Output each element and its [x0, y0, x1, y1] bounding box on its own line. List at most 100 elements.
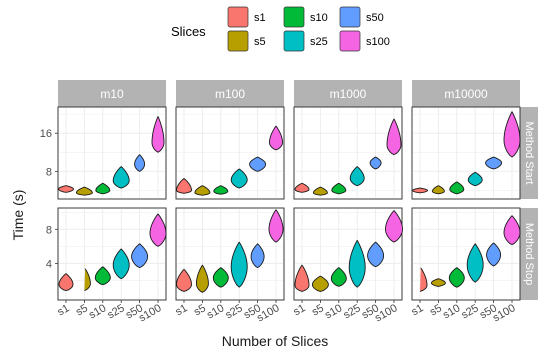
violin-s5: [84, 268, 91, 292]
violin-s1: [58, 185, 74, 193]
panel-border: [175, 207, 285, 301]
legend-key-s100: [339, 30, 361, 52]
legend-label-s25: s25: [310, 36, 328, 48]
violin-s50: [369, 156, 382, 170]
strip-label-m10: m10: [100, 87, 124, 101]
legend-label-s100: s100: [366, 36, 390, 48]
violin-s5: [312, 186, 328, 196]
panel-m100-0: [175, 106, 285, 200]
legend-key-s25: [283, 30, 305, 52]
panel-border: [57, 207, 167, 301]
x-axis-title: Number of Slices: [222, 333, 329, 349]
strip-method-stop: [520, 208, 538, 300]
y-tick-label: 16: [40, 128, 52, 140]
violin-s25: [230, 168, 248, 189]
y-axis-title: Time (s): [10, 190, 26, 241]
violin-s50: [485, 156, 503, 170]
legend-key-s50: [339, 6, 361, 28]
violin-s10: [330, 267, 347, 287]
violin-s1: [294, 182, 310, 193]
violin-s5: [75, 186, 93, 196]
violin-s10: [213, 185, 229, 195]
strip-method-start: [520, 107, 538, 199]
strip-label-m10000: m10000: [444, 87, 488, 101]
panel-background: [57, 207, 167, 301]
violin-s100: [503, 111, 521, 158]
violin-s50: [486, 242, 502, 267]
panel-m10000-0: [411, 106, 521, 200]
violin-s1: [176, 268, 192, 292]
panel-background: [175, 207, 285, 301]
violin-s1: [176, 178, 192, 194]
x-tick-label-s5: s5: [310, 302, 326, 318]
panel-background: [411, 106, 521, 200]
violin-s25: [112, 248, 130, 280]
panel-m10-1: 48: [46, 207, 167, 301]
violin-s50: [131, 243, 149, 269]
violin-s50: [249, 156, 267, 172]
violin-s100: [385, 210, 403, 243]
violin-s10: [94, 266, 111, 286]
x-tick-label-s5: s5: [192, 302, 208, 318]
violin-s25: [112, 166, 130, 189]
panel-border: [175, 106, 285, 200]
panel-background: [57, 106, 167, 200]
violin-s100: [149, 213, 167, 247]
legend-key-s1: [227, 6, 249, 28]
panel-border: [411, 106, 521, 200]
strip-m1000: [294, 80, 402, 107]
panel-border: [411, 207, 521, 301]
violin-s10: [212, 267, 229, 288]
panel-m1000-0: [293, 106, 403, 200]
violin-s50: [250, 243, 265, 269]
x-tick-label-s1: s1: [173, 302, 189, 318]
panel-border: [293, 106, 403, 200]
legend-key-s5: [227, 30, 249, 52]
violin-s5: [431, 185, 445, 195]
legend-label-s50: s50: [366, 12, 384, 24]
legend-label-s5: s5: [254, 36, 266, 48]
y-tick-label: 8: [46, 166, 52, 178]
strip-label-m100: m100: [215, 87, 245, 101]
panel-background: [293, 207, 403, 301]
violin-s5: [430, 278, 446, 287]
violin-s25: [467, 171, 483, 187]
strip-m10000: [412, 80, 520, 107]
y-tick-label: 4: [46, 258, 52, 270]
facet-strips: m10 m100 m1000 m10000 Method Start Method Sto…: [58, 80, 538, 300]
panel-background: [411, 207, 521, 301]
violin-s25: [466, 243, 484, 283]
violin-s25: [230, 241, 248, 288]
panel-m1000-1: [293, 207, 403, 301]
violin-s1: [412, 187, 428, 194]
violin-s5: [194, 185, 211, 196]
violin-s10: [449, 181, 465, 195]
violin-s1: [294, 264, 310, 292]
violin-s10: [95, 182, 111, 195]
violin-s1: [419, 267, 428, 292]
violin-s100: [151, 116, 165, 153]
x-tick-label-s1: s1: [291, 302, 307, 318]
legend-key-s10: [283, 6, 305, 28]
violin-s5: [195, 264, 209, 293]
violin-s100: [268, 209, 284, 243]
panel-background: [293, 106, 403, 200]
legend-title: Slices: [171, 24, 206, 39]
legend-label-s10: s10: [310, 12, 328, 24]
y-tick-label: 8: [46, 224, 52, 236]
panel-m10-0: 8 16: [40, 106, 167, 200]
violin-s1: [58, 273, 74, 292]
strip-label-m1000: m1000: [330, 87, 367, 101]
strip-label-method-start: Method Start: [523, 122, 535, 185]
x-tick-label-s1: s1: [55, 302, 71, 318]
panel-m10000-1: [411, 207, 521, 301]
violin-s5: [311, 275, 329, 292]
x-tick-label-s1: s1: [409, 302, 425, 318]
legend-label-s1: s1: [254, 12, 266, 24]
violin-s10: [448, 267, 465, 288]
violin-s100: [503, 215, 521, 246]
legend: Slices s1 s5 s10 s25 s50 s100: [171, 6, 390, 52]
panel-background: [175, 106, 285, 200]
